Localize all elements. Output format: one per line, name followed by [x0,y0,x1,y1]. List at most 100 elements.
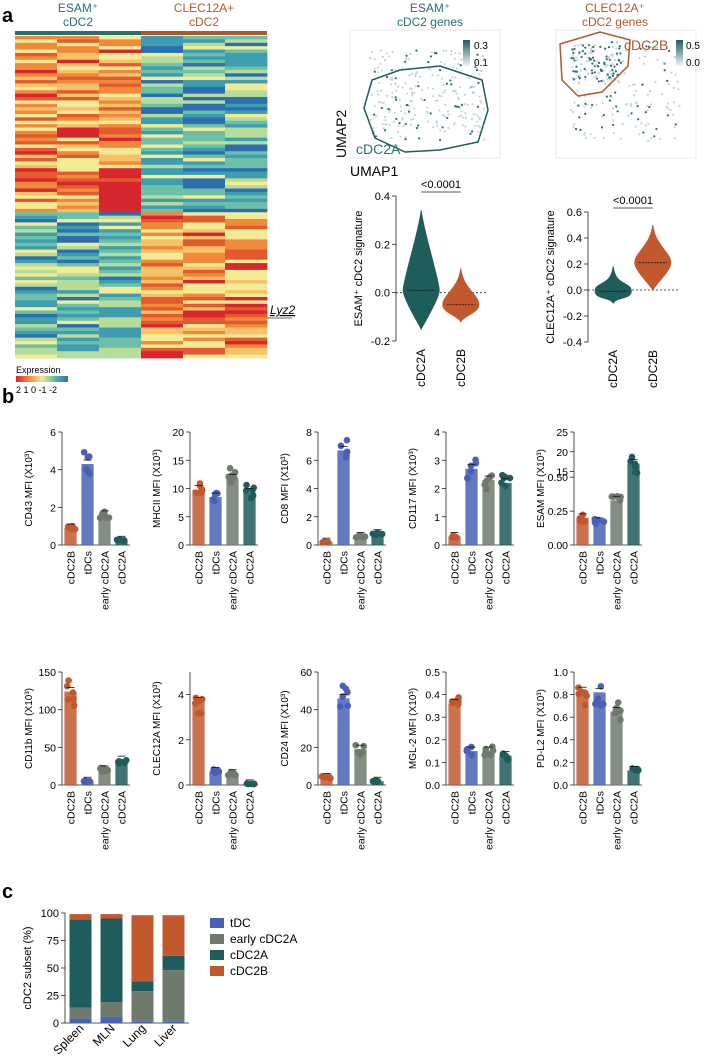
umap-dot [477,116,480,119]
heatmap-cell [15,124,58,128]
bar-point [191,700,199,707]
heatmap-cell [141,239,184,244]
umap-dot [579,69,583,72]
umap-dot [591,103,594,107]
bar-y-tick-label: 0.3 [425,712,440,724]
umap-dot [444,49,448,52]
umap-dot [642,131,645,134]
bar-point [472,459,480,467]
umap-dot [404,122,407,126]
heatmap-cell [141,266,184,271]
umap-dot [449,53,453,56]
umap-dot [478,117,481,121]
umap-dot [590,69,593,72]
heatmap-cell [183,42,226,47]
bar-point [481,481,488,489]
umap-dot [656,58,659,61]
umap-dot [476,130,479,133]
violin-cdc2a [594,266,632,305]
umap-dot [665,105,668,108]
heatmap-cell [225,181,268,186]
umap-dot [611,113,614,116]
heatmap-cell [225,83,268,88]
umap-dot [676,80,679,83]
umap-dot [471,130,474,133]
heatmap-cell [141,208,184,213]
heatmap-cell [183,215,226,220]
heatmap-cell [57,39,100,44]
bar-x-label: tDCs [211,791,223,814]
heatmap-cell [225,90,268,95]
umap-dot [464,112,467,115]
umap-dot [405,54,408,57]
heatmap-cell [183,36,226,40]
bar-cdc2b [64,528,77,545]
heatmap-cell [99,97,142,101]
bar-x-label: early cDC2A [612,791,624,850]
umap-dot [445,82,449,85]
heatmap-cell [57,93,100,98]
bar-x-label: tDCs [339,791,351,814]
heatmap-cell [141,222,184,227]
heatmap-cell [225,164,268,169]
umap-left-region-label: cDC2A [356,141,401,157]
heatmap-cell [183,147,226,152]
heatmap-cell [15,256,58,261]
bar-early-cdc2a [482,751,495,785]
umap-dot [601,115,604,118]
heatmap-cell [57,337,100,342]
umap-dot [478,73,481,76]
heatmap-cell [183,269,226,274]
heatmap-cell [15,69,58,74]
umap-dot [615,63,619,66]
umap-dot [429,55,433,58]
umap-dot [624,103,628,106]
umap-dot [571,48,574,51]
heatmap-cell [57,161,100,166]
umap-dot [600,79,603,83]
heatmap-cell [141,76,184,81]
umap-dot [388,110,391,114]
charts-layer: 0.4 0.2 0.0 -0.2 ESAM⁺ cDC2 signature cDC2A cD… [22,179,678,1058]
umap-dot [463,93,467,96]
heatmap-cell [183,103,226,108]
bar-x-label: cDC2B [194,791,206,824]
umap-dot [589,49,592,53]
bar-x-label: early cDC2A [228,791,240,850]
bar-point [613,704,620,712]
heatmap-cell [141,174,184,179]
heatmap-cell [99,259,142,264]
heatmap-cell [141,215,184,220]
heatmap-cell [15,93,58,98]
heatmap-cell [141,303,184,308]
bar-cdc2b [448,703,461,785]
umap-dot [446,110,450,113]
heatmap-cell [183,178,226,183]
heatmap-cell [15,354,58,359]
bar-tdcs [465,468,478,545]
heatmap-cell [141,100,184,105]
heatmap-cell [57,164,100,169]
heatmap-cell [57,286,100,291]
umap-dot [407,110,411,113]
umap-dot [578,74,582,77]
bar-point [225,473,232,481]
heatmap-cell [15,198,58,203]
umap-dot [388,124,391,127]
heatmap-cell [57,296,100,301]
heatmap-cell [15,86,58,91]
heatmap-cell [57,249,100,254]
umap-dot [443,63,446,66]
heatmap-cell [141,351,184,356]
bar-y-tick-label: 0.5 [425,667,440,679]
heatmap-cell [141,52,184,57]
heatmap-cell [183,202,226,206]
umap-dot [603,62,606,66]
umap-dot [629,102,633,106]
heatmap-cell [225,127,268,132]
bar-point [81,777,89,785]
umap-dot [459,64,462,67]
umap-dot [572,125,575,128]
umap-dot [571,65,574,69]
umap-dot [455,67,459,70]
